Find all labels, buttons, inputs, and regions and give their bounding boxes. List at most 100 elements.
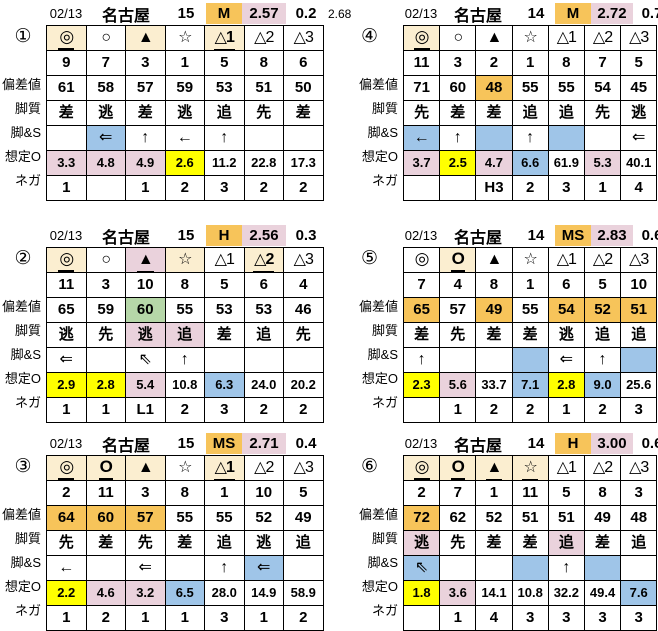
deviation-cell: 59 xyxy=(86,298,126,323)
deviation-cell: 50 xyxy=(284,76,324,101)
deviation-cell: 55 xyxy=(548,76,585,101)
horse-number-cell: 7 xyxy=(440,481,477,506)
row-label-spacer xyxy=(336,49,403,73)
leg-type-cell: 追 xyxy=(548,531,585,556)
venue-name: 名古屋 xyxy=(101,7,150,25)
card-number: ① xyxy=(14,26,32,47)
race-number: 15 xyxy=(177,435,195,452)
rank-symbol: △3 xyxy=(629,251,649,268)
arrow-cell xyxy=(86,348,126,373)
horse-number-cell: 11 xyxy=(86,481,126,506)
symbol-cell: △3 xyxy=(284,248,324,273)
nega-cell: 1 xyxy=(126,176,166,201)
nega-cell xyxy=(404,606,441,631)
leg-type-cell: 先 xyxy=(244,101,284,126)
symbol-cell: ☆ xyxy=(512,456,549,481)
horse-number-cell: 1 xyxy=(165,51,205,76)
arrow-cell: ⇐ xyxy=(548,348,585,373)
arrow-cell xyxy=(621,348,658,373)
arrow-cell: ↑ xyxy=(165,348,205,373)
row-label-deviation: 偏差値 xyxy=(358,77,398,92)
venue-name: 名古屋 xyxy=(453,7,502,25)
arrow-cell: ⇐ xyxy=(47,348,87,373)
pace-mark: MS xyxy=(555,225,591,246)
nega-cell: 3 xyxy=(548,176,585,201)
row-label-leg-and-s: 脚&S xyxy=(10,125,41,140)
symbol-cell: ◎ xyxy=(404,456,441,481)
leg-type-cell: 先 xyxy=(47,531,87,556)
leg-type-cell: 差 xyxy=(284,101,324,126)
leg-type-cell: 差 xyxy=(86,531,126,556)
symbol-cell: ○ xyxy=(86,26,126,51)
nega-cell: 2 xyxy=(512,398,549,423)
nega-cell: 2 xyxy=(86,606,126,631)
horse-number-cell: 5 xyxy=(548,481,585,506)
baseline-odds: 2.56 xyxy=(242,225,286,246)
arrow-cell: ↑ xyxy=(584,348,622,373)
card-body: ① 偏差値 脚質 脚&S 想定O ネガ ◎ ○ ▲ ☆ △1 △2 △3 9 7 3 1 5 8 6 61 58 57 59 5… xyxy=(0,25,351,201)
rank-symbol: △3 xyxy=(293,29,314,46)
card-number: ② xyxy=(14,248,32,269)
expected-odds-cell: 61.9 xyxy=(548,151,585,176)
horse-number-cell: 5 xyxy=(205,51,245,76)
row-label-leg-type: 脚質 xyxy=(371,101,398,116)
baseline-odds: 3.00 xyxy=(591,433,633,454)
row-label-spacer xyxy=(0,49,46,73)
row-label-spacer xyxy=(336,271,403,295)
deviation-cell: 57 xyxy=(126,76,166,101)
horse-number-cell: 11 xyxy=(512,481,549,506)
nega-cell: 2 xyxy=(284,606,324,631)
nega-cell: 3 xyxy=(205,398,245,423)
rank-symbol: △3 xyxy=(293,251,314,268)
row-label-expected-odds: 想定O xyxy=(361,371,398,386)
leg-type-cell: 逃 xyxy=(244,531,284,556)
venue-name: 名古屋 xyxy=(101,229,150,247)
card-header: 02/13 名古屋 14 MS2.83 0.6 xyxy=(403,224,658,247)
rank-symbol: ◎ xyxy=(58,27,75,50)
leg-type-cell: 先 xyxy=(284,323,324,348)
expected-odds-cell: 14.1 xyxy=(476,581,513,606)
expected-odds-cell: 5.4 xyxy=(126,373,166,398)
row-label-leg-and-s: 脚&S xyxy=(367,555,398,570)
arrow-cell: ← xyxy=(165,126,205,151)
nega-cell: 2 xyxy=(512,176,549,201)
horse-number-cell: 3 xyxy=(440,51,477,76)
expected-odds-cell: 3.6 xyxy=(440,581,477,606)
horse-number-cell: 1 xyxy=(205,481,245,506)
card-number: ⑥ xyxy=(360,456,379,477)
symbol-cell: △2 xyxy=(584,26,622,51)
deviation-cell: 58 xyxy=(86,76,126,101)
race-card: 02/13 名古屋 15 MS 2.71 0.4 ③ 偏差値 脚質 脚&S 想定O ネガ ◎ O ▲ ☆ △1 △… xyxy=(0,432,326,631)
symbol-cell: ○ xyxy=(440,26,477,51)
expected-odds-cell: 33.7 xyxy=(476,373,513,398)
baseline-odds: 2.71 xyxy=(242,433,286,454)
deviation-cell: 48 xyxy=(476,76,513,101)
expected-odds-cell: 20.2 xyxy=(284,373,324,398)
symbol-cell: ◎ xyxy=(404,26,441,51)
pace-mark: MS xyxy=(206,433,242,454)
deviation-cell: 60 xyxy=(86,506,126,531)
row-label-nega: ネガ xyxy=(371,603,398,618)
row-label-spacer xyxy=(336,479,403,503)
row-label-leg-type: 脚質 xyxy=(371,531,398,546)
pace-mark: M xyxy=(206,3,242,24)
rank-symbol: △3 xyxy=(629,29,649,46)
symbol-cell: ▲ xyxy=(126,456,166,481)
horse-number-cell: 3 xyxy=(86,273,126,298)
leg-type-cell: 追 xyxy=(621,323,658,348)
leg-type-cell: 追 xyxy=(512,101,549,126)
horse-number-cell: 8 xyxy=(244,51,284,76)
leg-type-cell: 先 xyxy=(440,531,477,556)
horse-number-cell: 8 xyxy=(476,273,513,298)
race-card: 02/13名古屋14MS2.830.6⑤偏差値脚質脚&S想定Oネガ◎O▲☆△1△… xyxy=(336,224,658,423)
odds-gap: 0.6 xyxy=(641,227,658,244)
symbol-cell: ☆ xyxy=(165,26,205,51)
row-label-nega: ネガ xyxy=(14,173,41,188)
leg-type-cell: 追 xyxy=(244,323,284,348)
deviation-cell: 45 xyxy=(621,76,658,101)
rank-symbol: △1 xyxy=(214,251,235,268)
row-label-nega: ネガ xyxy=(14,395,41,410)
rank-symbol: ▲ xyxy=(486,251,503,268)
rank-symbol: ☆ xyxy=(523,251,537,268)
leg-type-cell: 先 xyxy=(440,323,477,348)
